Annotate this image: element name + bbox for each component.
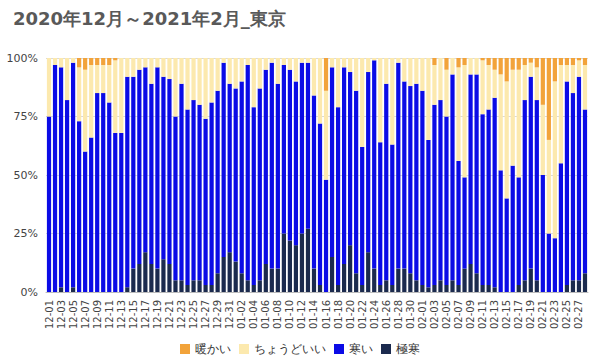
svg-text:01-16: 01-16 xyxy=(321,300,332,329)
svg-text:02-13: 02-13 xyxy=(489,300,500,329)
svg-text:02-09: 02-09 xyxy=(465,300,476,329)
svg-text:02-03: 02-03 xyxy=(429,300,440,329)
svg-text:暖かい: 暖かい xyxy=(195,342,231,356)
svg-text:02-15: 02-15 xyxy=(501,300,512,329)
svg-text:02-25: 02-25 xyxy=(561,300,572,329)
svg-text:01-10: 01-10 xyxy=(284,300,295,329)
svg-text:01-02: 01-02 xyxy=(236,300,247,329)
svg-text:12-17: 12-17 xyxy=(140,300,151,329)
svg-text:12-19: 12-19 xyxy=(152,300,163,329)
svg-text:12-21: 12-21 xyxy=(164,300,175,329)
svg-text:極寒: 極寒 xyxy=(396,342,420,356)
svg-text:02-11: 02-11 xyxy=(477,300,488,329)
svg-text:01-06: 01-06 xyxy=(260,300,271,329)
svg-text:12-11: 12-11 xyxy=(104,300,115,329)
svg-text:01-28: 01-28 xyxy=(393,300,404,329)
svg-text:2020年12月～2021年2月_東京: 2020年12月～2021年2月_東京 xyxy=(13,8,286,29)
svg-text:12-23: 12-23 xyxy=(176,300,187,329)
svg-text:12-09: 12-09 xyxy=(92,300,103,329)
svg-text:寒い: 寒い xyxy=(349,342,373,356)
svg-text:02-17: 02-17 xyxy=(513,300,524,329)
svg-text:01-22: 01-22 xyxy=(357,300,368,329)
svg-text:12-25: 12-25 xyxy=(188,300,199,329)
svg-text:01-26: 01-26 xyxy=(381,300,392,329)
svg-text:12-03: 12-03 xyxy=(56,300,67,329)
svg-text:01-24: 01-24 xyxy=(369,300,380,329)
svg-text:01-14: 01-14 xyxy=(308,300,319,329)
svg-text:01-20: 01-20 xyxy=(345,300,356,329)
svg-text:0%: 0% xyxy=(21,286,38,299)
svg-text:02-07: 02-07 xyxy=(453,300,464,329)
svg-text:12-13: 12-13 xyxy=(116,300,127,329)
svg-text:12-15: 12-15 xyxy=(128,300,139,329)
svg-text:02-01: 02-01 xyxy=(417,300,428,329)
svg-text:01-12: 01-12 xyxy=(296,300,307,329)
svg-text:02-05: 02-05 xyxy=(441,300,452,329)
svg-text:12-01: 12-01 xyxy=(44,300,55,329)
svg-text:01-30: 01-30 xyxy=(405,300,416,329)
svg-text:50%: 50% xyxy=(14,169,38,182)
svg-text:75%: 75% xyxy=(14,110,38,123)
svg-text:02-21: 02-21 xyxy=(537,300,548,329)
svg-text:25%: 25% xyxy=(14,227,38,240)
svg-text:02-27: 02-27 xyxy=(573,300,584,329)
svg-text:12-31: 12-31 xyxy=(224,300,235,329)
svg-text:12-29: 12-29 xyxy=(212,300,223,329)
svg-text:ちょうどいい: ちょうどいい xyxy=(254,342,326,356)
svg-text:12-05: 12-05 xyxy=(68,300,79,329)
svg-text:02-19: 02-19 xyxy=(525,300,536,329)
svg-text:02-23: 02-23 xyxy=(549,300,560,329)
svg-text:01-04: 01-04 xyxy=(248,300,259,329)
svg-text:100%: 100% xyxy=(7,52,38,65)
svg-text:01-08: 01-08 xyxy=(272,300,283,329)
svg-text:12-07: 12-07 xyxy=(80,300,91,329)
svg-text:01-18: 01-18 xyxy=(333,300,344,329)
svg-text:12-27: 12-27 xyxy=(200,300,211,329)
